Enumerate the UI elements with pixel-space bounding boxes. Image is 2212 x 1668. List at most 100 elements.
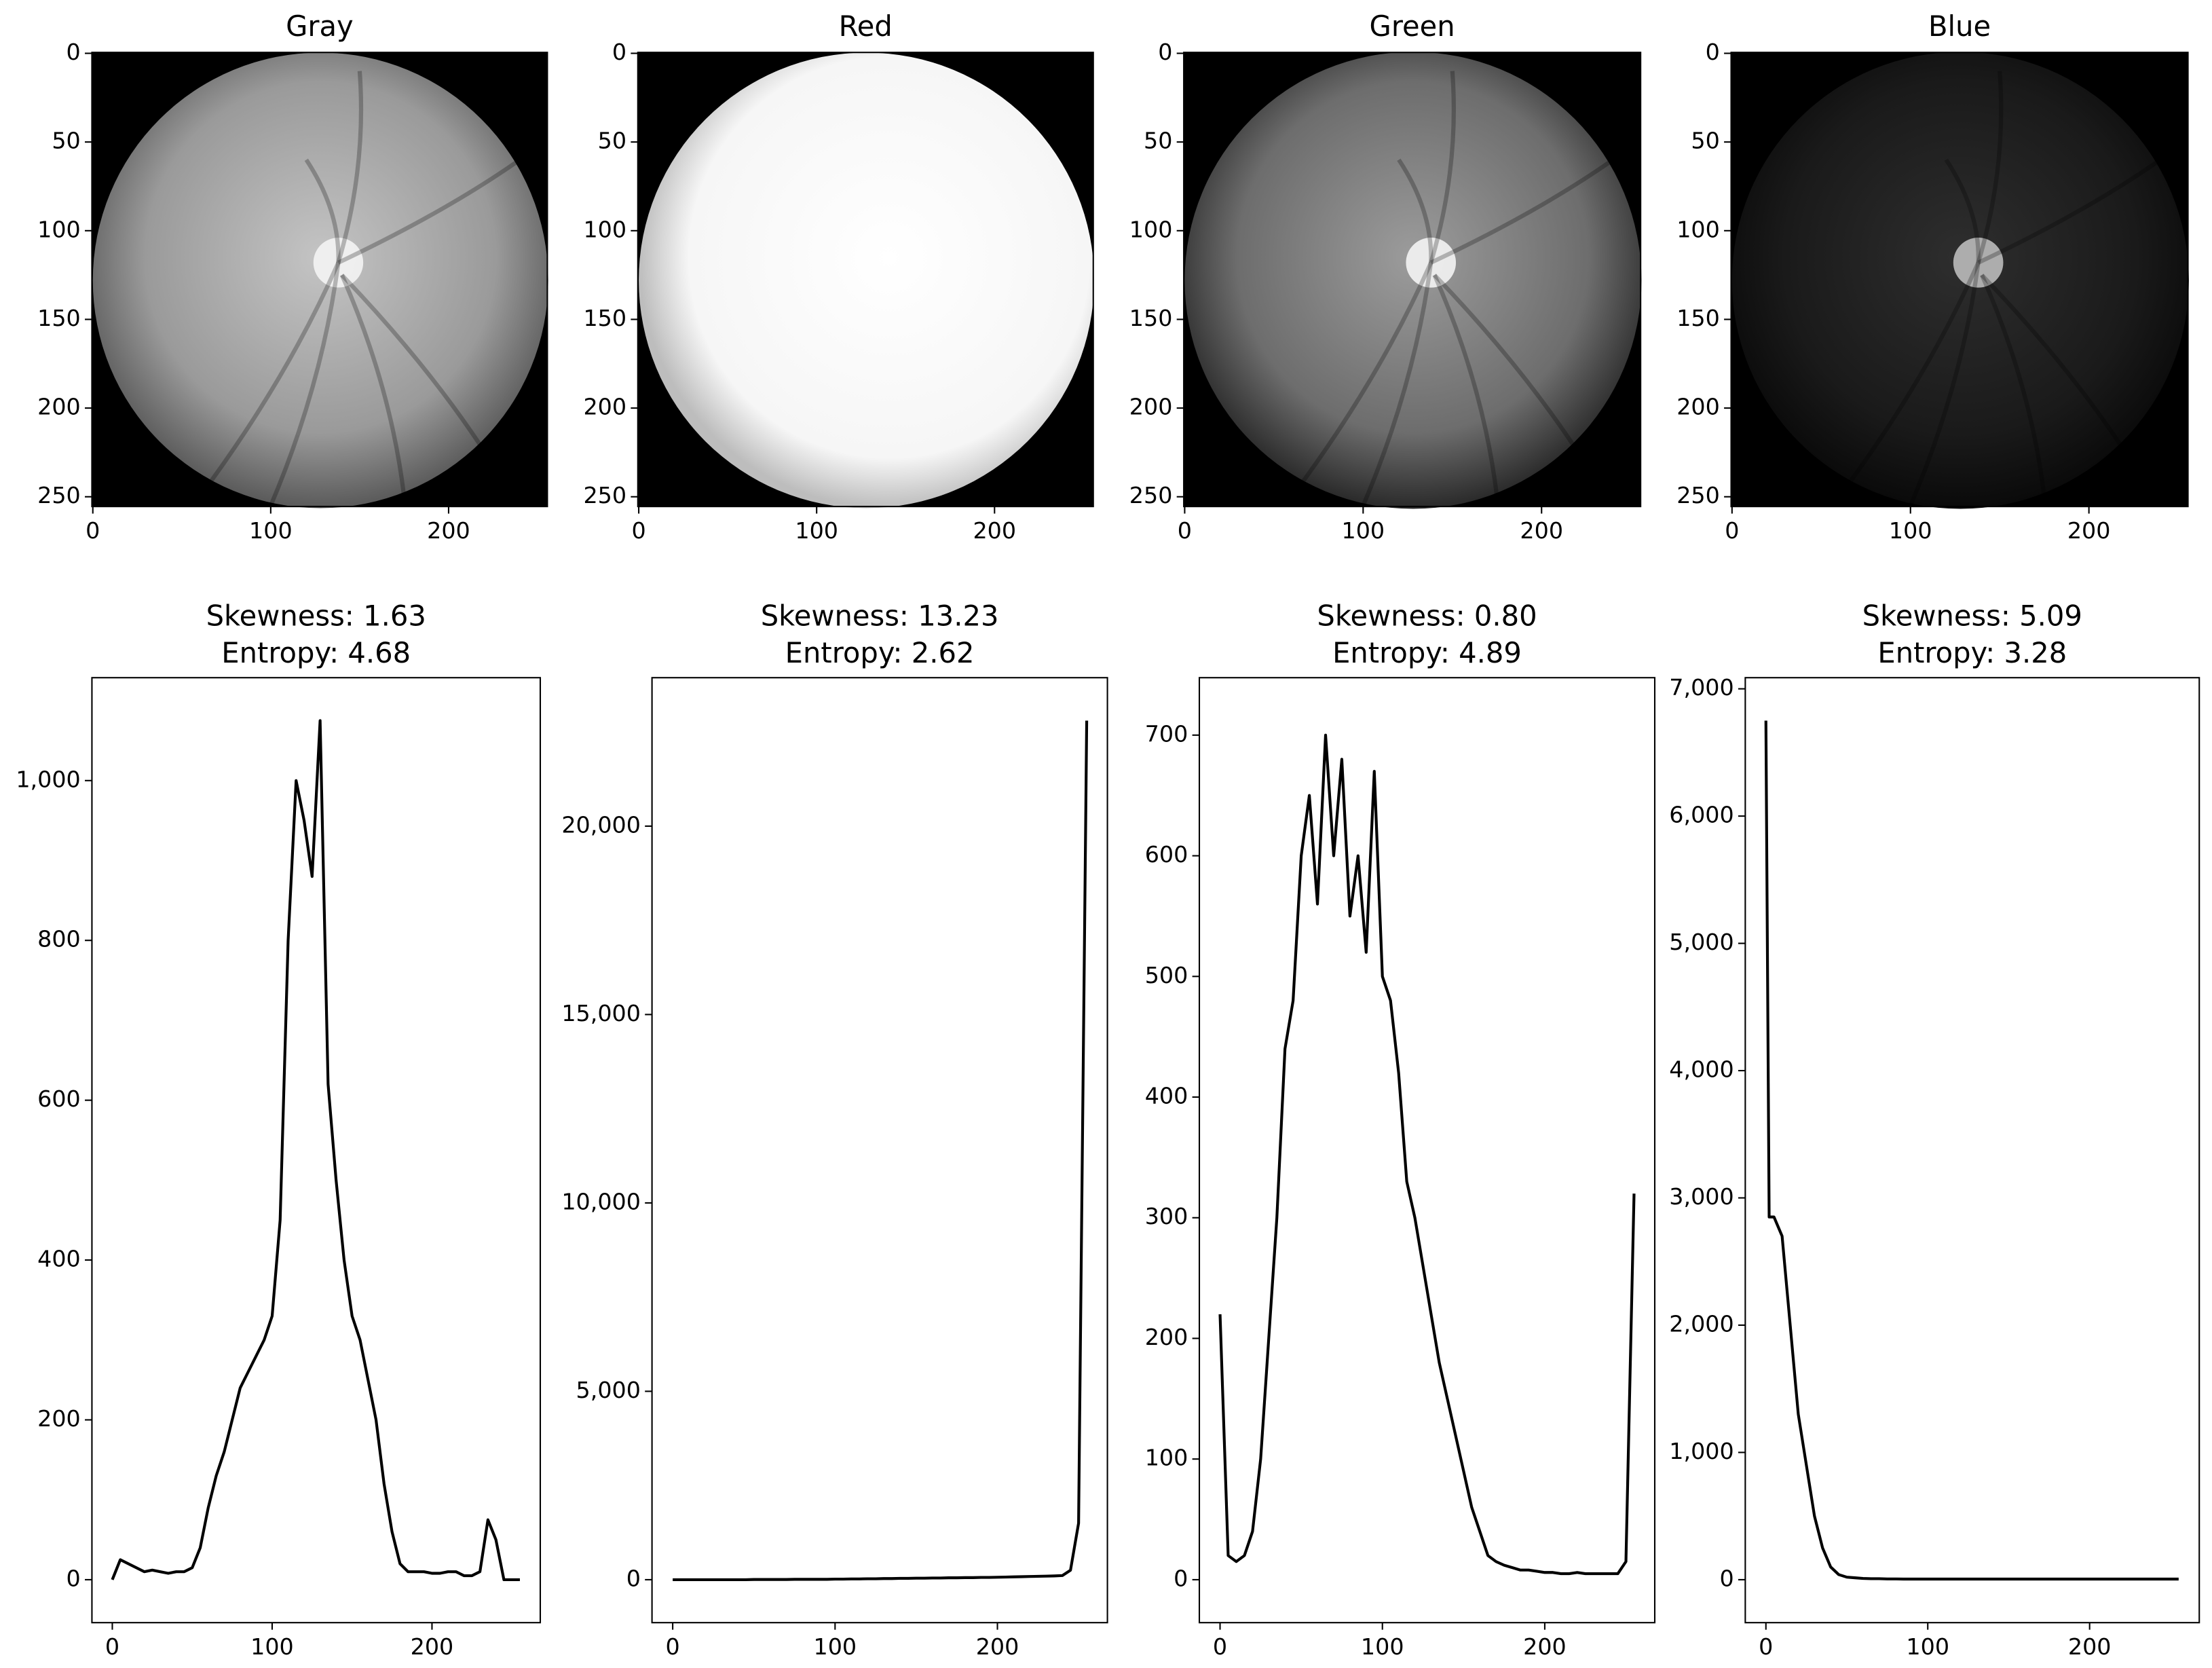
y-tick-label: 0 [1706, 39, 1720, 65]
x-tick-label: 0 [105, 1633, 119, 1660]
vessel [1433, 273, 1597, 481]
vessel [1290, 261, 1433, 498]
axes-frame [1744, 677, 2200, 1624]
vessel [1977, 157, 2162, 265]
histogram-line [1218, 733, 1636, 1576]
vessel [1944, 158, 1981, 263]
y-tick-label: 200 [37, 1405, 81, 1432]
vessel [268, 262, 341, 507]
x-tick-label: 0 [1725, 517, 1739, 544]
x-tick-label: 100 [795, 517, 838, 544]
subplot: Blue 0 100 200 0 50 100 150 200 250 [1676, 10, 2189, 544]
y-tick-label: 5,000 [576, 1377, 641, 1403]
y-tick-label: 0 [1158, 39, 1172, 65]
y-tick-label: 4,000 [1669, 1056, 1733, 1083]
chart-title: Skewness: 1.63 [206, 599, 426, 633]
chart-title: Skewness: 5.09 [1862, 599, 2082, 633]
vessel [1432, 274, 1499, 498]
vessel [1837, 261, 1981, 498]
chart-subtitle: Entropy: 3.28 [1877, 636, 2067, 669]
x-tick-label: 100 [1906, 1633, 1949, 1660]
y-tick-label: 300 [1145, 1203, 1188, 1229]
chart-subtitle: Entropy: 2.62 [785, 636, 975, 669]
vessel [336, 71, 364, 263]
y-tick-label: 150 [1129, 305, 1173, 331]
x-tick-label: 200 [427, 517, 470, 544]
x-tick-label: 0 [666, 1633, 680, 1660]
subplot: Gray 0 100 200 0 50 100 150 200 250 [37, 10, 548, 544]
axes-frame [1198, 677, 1656, 1624]
x-tick-label: 200 [2068, 1633, 2112, 1660]
y-tick-label: 1,000 [1669, 1438, 1733, 1464]
x-tick-label: 100 [1361, 1633, 1404, 1660]
vessel [337, 157, 521, 265]
y-tick-label: 100 [1145, 1445, 1188, 1471]
x-tick-label: 0 [86, 517, 100, 544]
fundus [639, 52, 1095, 508]
x-tick-label: 200 [1520, 517, 1563, 544]
y-tick-label: 20,000 [561, 811, 641, 838]
image-title: Blue [1928, 10, 1991, 43]
y-tick-label: 50 [1144, 128, 1172, 154]
y-tick-label: 5,000 [1669, 929, 1733, 955]
axes-frame [91, 677, 542, 1624]
y-tick-label: 250 [1676, 482, 1720, 508]
y-tick-label: 100 [1129, 216, 1173, 242]
x-tick-label: 100 [249, 517, 293, 544]
vessel [1397, 158, 1433, 263]
axes-frame [637, 52, 1094, 508]
y-tick-label: 0 [67, 1565, 81, 1591]
y-tick-label: 7,000 [1669, 674, 1733, 701]
vessel [1980, 273, 2145, 481]
x-tick-label: 0 [1759, 1633, 1773, 1660]
y-tick-label: 1,000 [16, 766, 80, 792]
y-tick-label: 0 [626, 1565, 641, 1591]
y-tick-label: 200 [1129, 394, 1173, 420]
x-tick-label: 100 [250, 1633, 294, 1660]
vessel [304, 158, 341, 263]
x-tick-label: 100 [1342, 517, 1385, 544]
axes-frame [1183, 52, 1642, 508]
optic-disc [1953, 238, 2004, 288]
x-tick-label: 100 [1889, 517, 1932, 544]
fundus [1184, 52, 1642, 509]
y-tick-label: 700 [1145, 720, 1188, 747]
axes-frame [651, 677, 1108, 1624]
y-tick-label: 600 [1145, 841, 1188, 868]
y-tick-label: 100 [583, 216, 626, 242]
optic-disc [313, 238, 364, 288]
y-tick-label: 6,000 [1669, 802, 1733, 828]
vessel [1429, 71, 1456, 263]
y-tick-label: 400 [37, 1246, 81, 1272]
chart-subtitle: Entropy: 4.89 [1332, 636, 1522, 669]
chart-subtitle: Entropy: 4.68 [221, 636, 411, 669]
y-tick-label: 250 [1129, 482, 1173, 508]
vessel [198, 261, 341, 498]
histogram-line [1764, 720, 2179, 1581]
y-tick-label: 0 [612, 39, 626, 65]
chart-title: Skewness: 0.80 [1317, 599, 1537, 633]
image-title: Green [1370, 10, 1455, 43]
vessel [1980, 274, 2047, 498]
y-tick-label: 250 [583, 482, 626, 508]
image-title: Gray [286, 10, 354, 43]
x-tick-label: 200 [1523, 1633, 1567, 1660]
x-tick-label: 200 [973, 517, 1016, 544]
y-tick-label: 100 [37, 216, 81, 242]
y-tick-label: 2,000 [1669, 1310, 1733, 1337]
x-tick-label: 200 [976, 1633, 1019, 1660]
y-tick-label: 150 [1676, 305, 1720, 331]
y-tick-label: 200 [1145, 1324, 1188, 1350]
y-tick-label: 100 [1676, 216, 1720, 242]
y-tick-label: 0 [67, 39, 81, 65]
chart-title: Skewness: 13.23 [761, 599, 999, 633]
vessel [1908, 262, 1981, 507]
axes-frame [1730, 52, 2189, 508]
y-tick-label: 50 [598, 128, 626, 154]
